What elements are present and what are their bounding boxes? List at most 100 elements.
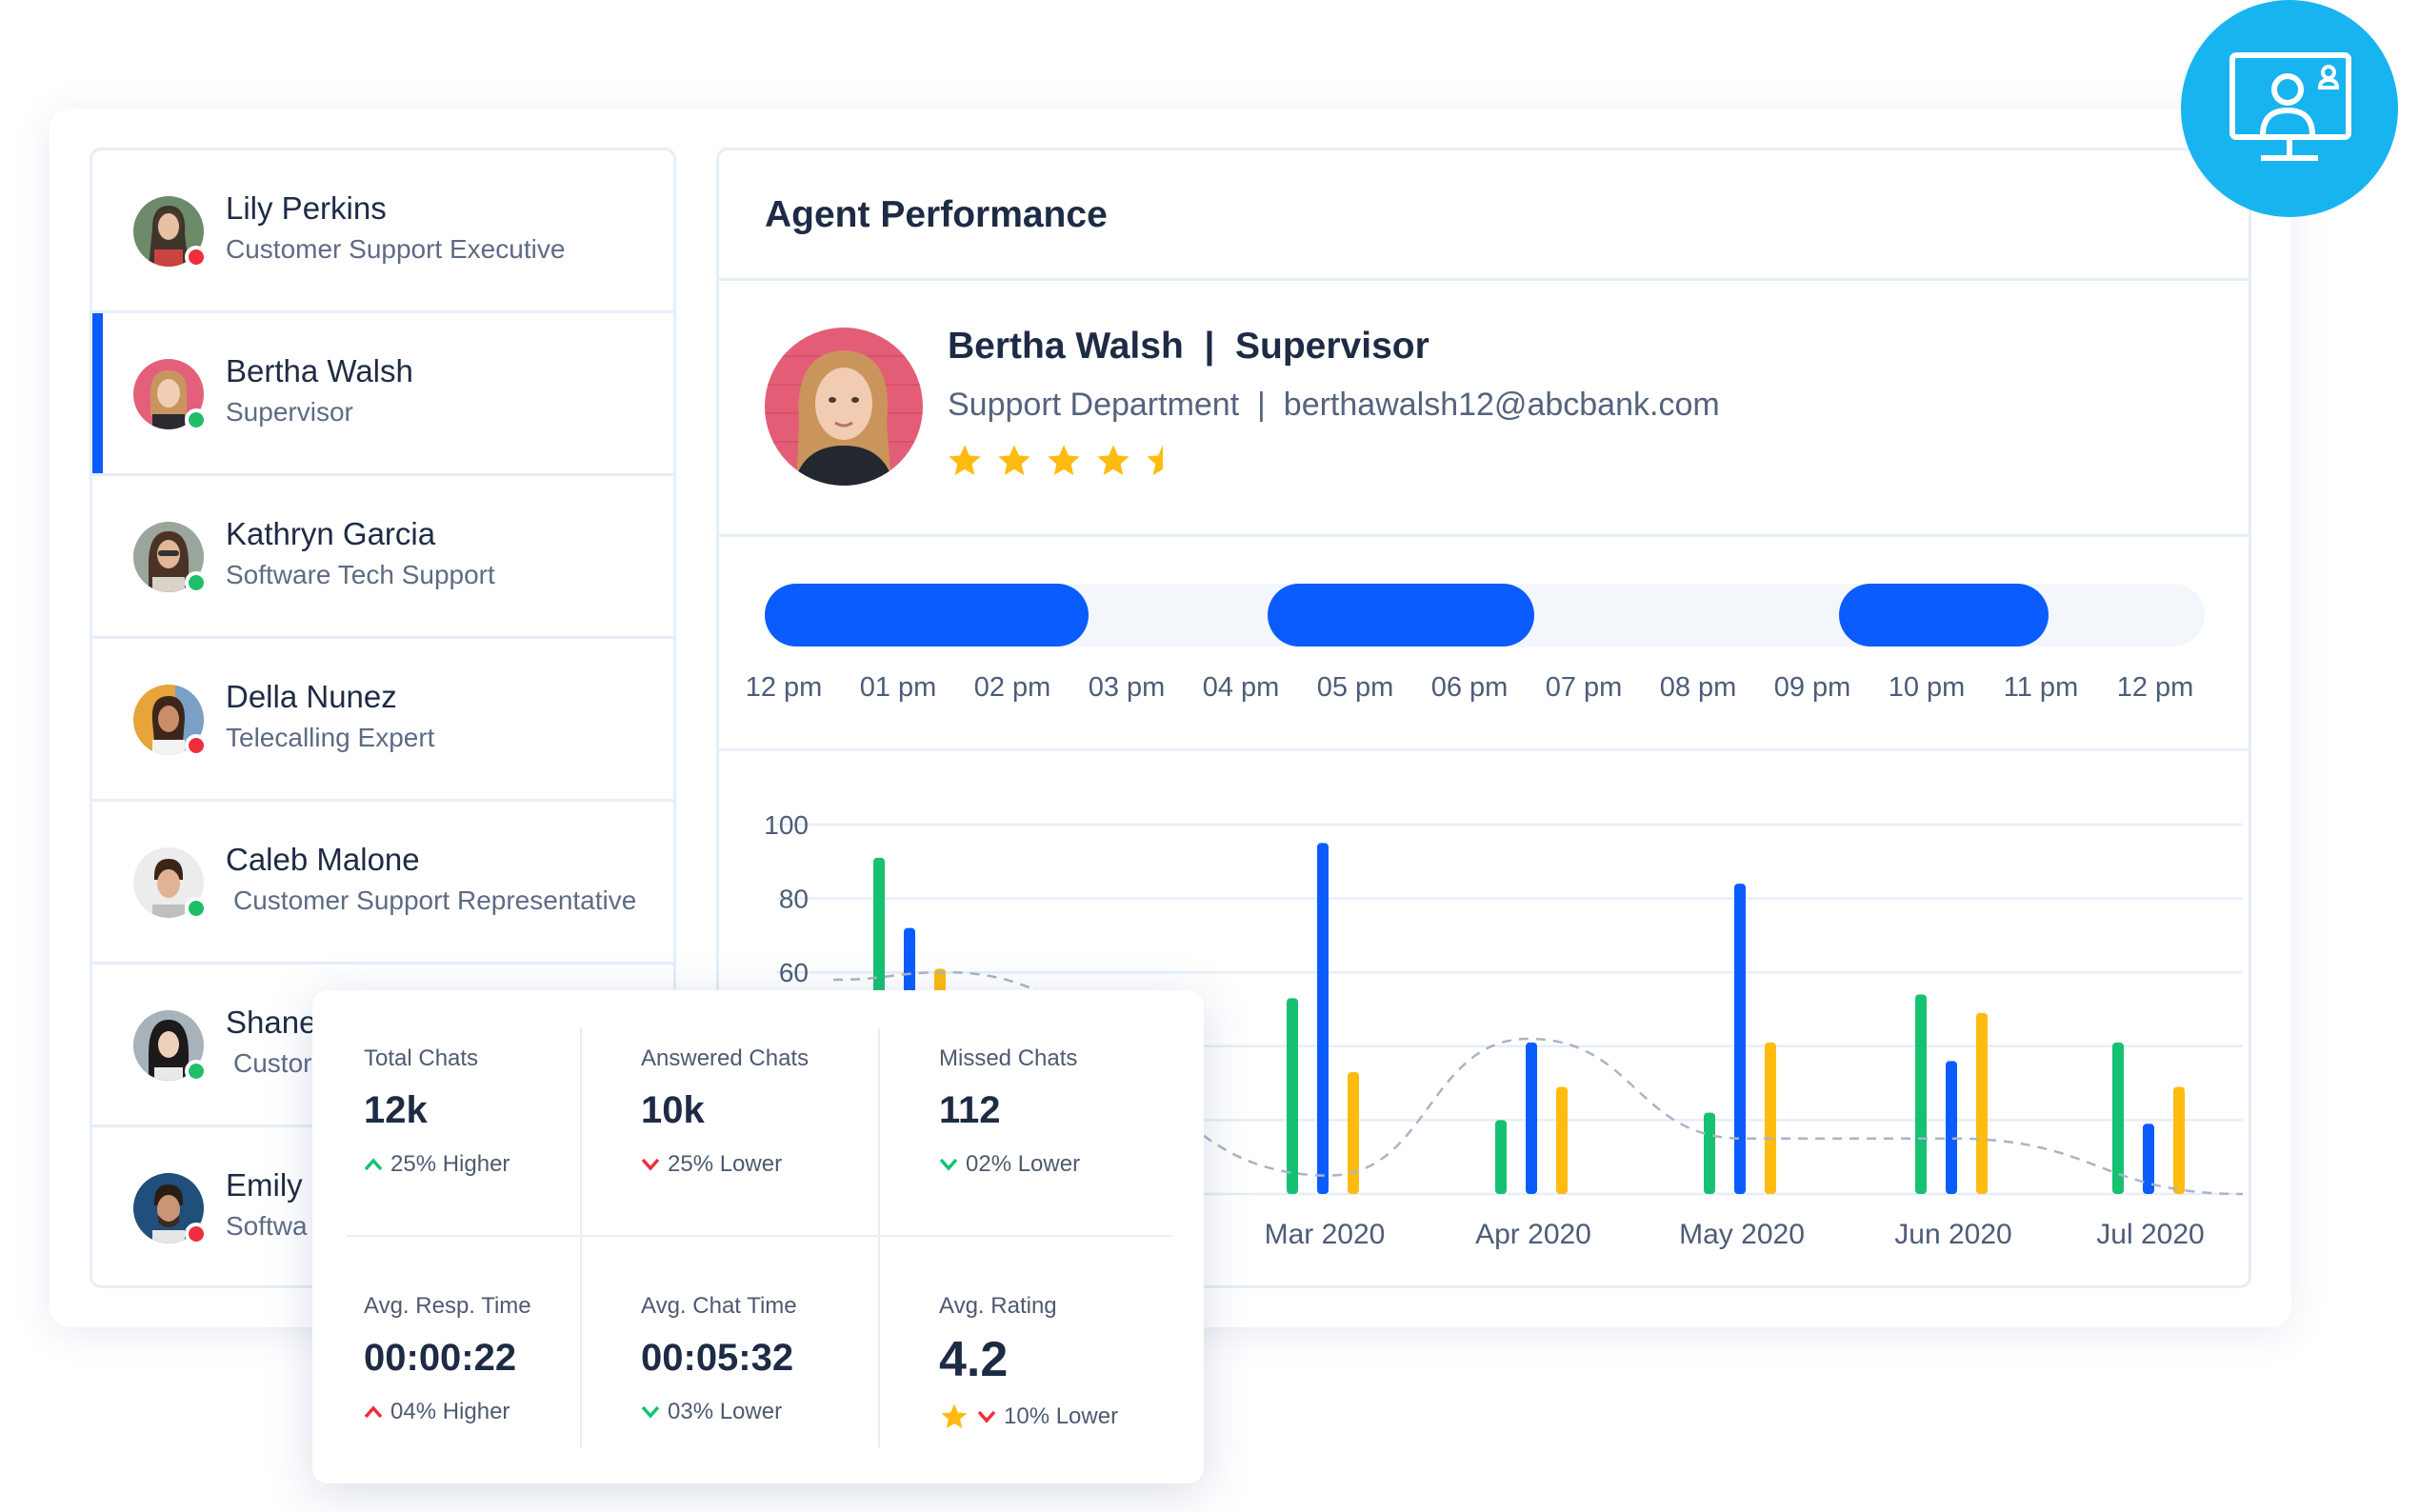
stat-missed-chats: Missed Chats 112 02% Lower — [939, 1045, 1080, 1178]
agent-role: Softwa — [226, 1211, 308, 1241]
divider — [580, 1028, 582, 1447]
stat-label: Avg. Rating — [939, 1293, 1057, 1319]
agent-name: Bertha Walsh — [226, 353, 413, 388]
timeline-hour-label: 06 pm — [1430, 672, 1509, 703]
timeline-hour-label: 09 pm — [1773, 672, 1851, 703]
agent-name: Caleb Malone — [226, 842, 420, 877]
trend-text: 10% Lower — [1004, 1403, 1119, 1429]
agent-item-kathryn-garcia[interactable]: Kathryn Garcia Software Tech Support — [92, 476, 673, 639]
status-online-indicator — [185, 408, 208, 431]
stat-answered-chats: Answered Chats 10k 25% Lower — [641, 1045, 809, 1178]
timeline-hour-label: 08 pm — [1659, 672, 1737, 703]
chart-bar — [1317, 843, 1329, 1194]
trend-text: 04% Higher — [390, 1399, 510, 1424]
agent-item-caleb-malone[interactable]: Caleb Malone Customer Support Representa… — [92, 802, 673, 965]
stat-value: 12k — [364, 1089, 428, 1131]
rating-stars — [946, 442, 1182, 480]
half-star-icon — [1147, 445, 1163, 475]
profile-department-email: Support Department | berthawalsh12@abcba… — [948, 387, 1720, 423]
x-axis-tick-label: May 2020 — [1679, 1219, 1805, 1250]
timeline-hour-label: 12 pm — [2116, 672, 2194, 703]
chart-bar — [1556, 1086, 1568, 1194]
x-axis-tick-label: Mar 2020 — [1265, 1219, 1386, 1250]
chart-bar — [2143, 1124, 2154, 1194]
trend-text: 02% Lower — [966, 1151, 1081, 1177]
monitor-badge[interactable] — [2181, 0, 2398, 217]
avatar — [133, 1173, 208, 1245]
star-icon — [941, 1403, 968, 1428]
stat-value: 112 — [939, 1089, 1001, 1131]
agent-role: Software Tech Support — [226, 560, 495, 589]
chevron-up-icon — [364, 1158, 383, 1171]
agent-role: Customer Support Executive — [226, 234, 566, 264]
stats-card: Total Chats 12k 25% Higher Answered Chat… — [312, 990, 1204, 1483]
timeline-hour-label: 12 pm — [745, 672, 823, 703]
timeline-hour-label: 03 pm — [1088, 672, 1166, 703]
status-offline-indicator — [185, 246, 208, 269]
chart-bar — [2173, 1086, 2185, 1194]
chart-bar — [2112, 1042, 2124, 1194]
chart-bar — [1526, 1042, 1537, 1194]
chart-bar — [1348, 1071, 1359, 1194]
stat-label: Avg. Chat Time — [641, 1293, 797, 1319]
y-axis-tick-label: 100 — [764, 810, 809, 840]
stat-label: Missed Chats — [939, 1045, 1078, 1071]
trend-text: 25% Lower — [668, 1151, 783, 1177]
agent-role: Customer Support Representative — [233, 885, 637, 915]
profile-photo — [765, 328, 923, 486]
divider — [347, 1235, 1171, 1237]
stat-trend: 04% Higher — [364, 1399, 531, 1425]
divider — [719, 748, 2249, 751]
stat-total-chats: Total Chats 12k 25% Higher — [364, 1045, 510, 1178]
divider — [719, 534, 2249, 537]
agent-item-della-nunez[interactable]: Della Nunez Telecalling Expert — [92, 639, 673, 802]
agent-item-lily-perkins[interactable]: Lily Perkins Customer Support Executive — [92, 150, 673, 313]
timeline-hour-label: 07 pm — [1545, 672, 1623, 703]
agent-item-bertha-walsh[interactable]: Bertha Walsh Supervisor — [92, 313, 673, 476]
stat-trend: 02% Lower — [939, 1151, 1080, 1178]
stat-label: Avg. Resp. Time — [364, 1293, 531, 1319]
timeline-hour-label: 11 pm — [2003, 672, 2079, 703]
status-online-indicator — [185, 1060, 208, 1083]
agent-item-emily[interactable]: Emily Softwa — [92, 1127, 673, 1285]
agent-name: Shane — [226, 1005, 317, 1040]
stat-trend: 25% Higher — [364, 1151, 510, 1178]
stat-trend: 03% Lower — [641, 1399, 797, 1425]
agent-role: Telecalling Expert — [226, 723, 435, 752]
divider — [719, 278, 2249, 281]
monitor-user-icon — [2229, 52, 2351, 161]
chevron-down-icon — [939, 1158, 958, 1171]
avatar — [133, 847, 208, 920]
timeline-hour-label: 02 pm — [973, 672, 1051, 703]
agent-name: Lily Perkins — [226, 190, 387, 226]
y-axis-tick-label: 60 — [779, 958, 809, 987]
chevron-down-icon — [641, 1405, 660, 1419]
activity-timeline-track — [765, 584, 2205, 647]
y-axis-tick-label: 80 — [779, 885, 809, 914]
avatar — [133, 1010, 208, 1083]
star-icon — [998, 445, 1030, 475]
divider — [878, 1028, 880, 1447]
chevron-down-icon — [977, 1410, 996, 1423]
trend-text: 25% Higher — [390, 1151, 510, 1177]
stat-trend: 10% Lower — [939, 1402, 1118, 1432]
status-online-indicator — [185, 897, 208, 920]
stat-avg-rating: Avg. Rating 4.2 10% Lower — [939, 1293, 1118, 1432]
timeline-hour-label: 04 pm — [1202, 672, 1280, 703]
x-axis-tick-label: Jun 2020 — [1894, 1219, 2011, 1250]
stat-label: Answered Chats — [641, 1045, 810, 1071]
panel-title: Agent Performance — [765, 194, 1108, 235]
stat-trend: 25% Lower — [641, 1151, 809, 1178]
stat-value: 4.2 — [939, 1332, 1009, 1387]
agent-name: Della Nunez — [226, 679, 397, 714]
timeline-hour-label: 01 pm — [859, 672, 937, 703]
chart-bar — [1734, 884, 1746, 1194]
status-offline-indicator — [185, 734, 208, 757]
status-offline-indicator — [185, 1223, 208, 1245]
stat-value: 00:05:32 — [641, 1337, 794, 1379]
timeline-active-segment — [765, 584, 1089, 647]
avatar — [133, 196, 208, 269]
avatar — [133, 685, 208, 757]
chart-bar — [1765, 1042, 1776, 1194]
chart-bar — [1495, 1120, 1507, 1194]
